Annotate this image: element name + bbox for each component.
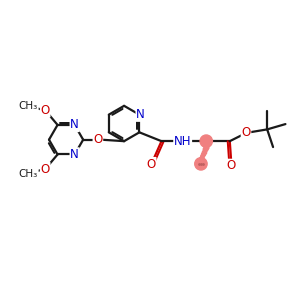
Text: CH₃: CH₃ (19, 101, 38, 111)
Text: N: N (136, 108, 145, 121)
Text: N: N (70, 118, 79, 131)
Circle shape (195, 158, 207, 170)
Text: N: N (70, 148, 79, 161)
Text: NH: NH (174, 135, 191, 148)
Circle shape (200, 135, 212, 147)
Text: O: O (40, 104, 50, 117)
Text: O: O (226, 159, 236, 172)
Text: CH₃: CH₃ (19, 169, 38, 178)
Text: O: O (40, 163, 50, 176)
Text: O: O (146, 158, 156, 171)
Text: O: O (242, 126, 250, 139)
Text: O: O (93, 133, 103, 146)
